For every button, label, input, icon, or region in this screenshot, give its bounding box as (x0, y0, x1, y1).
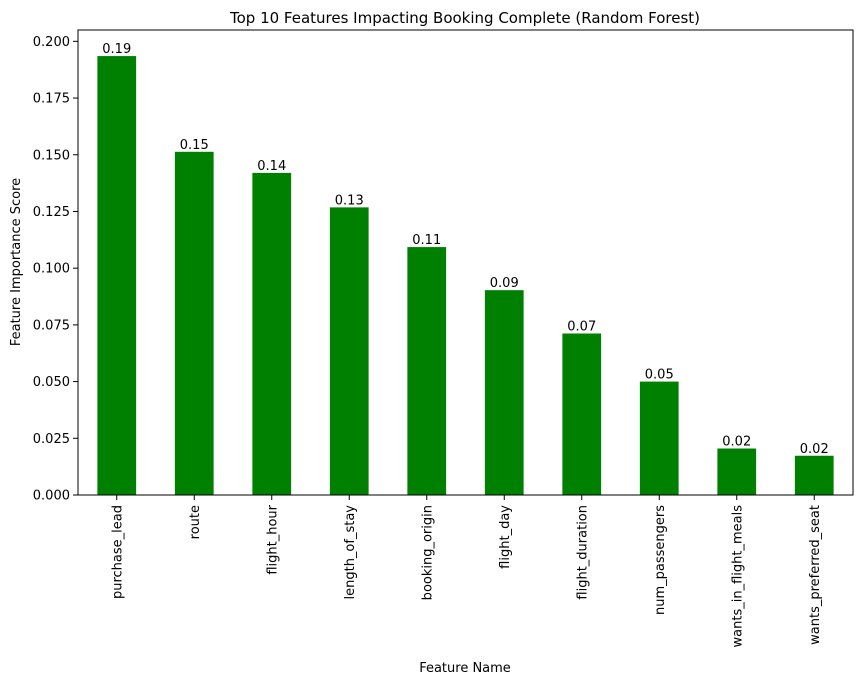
bar-data-label: 0.15 (180, 138, 209, 153)
x-tick-label: booking_origin (420, 505, 435, 600)
bar (484, 290, 524, 495)
x-tick-label: wants_preferred_seat (808, 505, 823, 645)
bar (562, 333, 602, 495)
bar-data-label: 0.02 (722, 435, 751, 450)
bar-data-label: 0.13 (335, 193, 364, 208)
x-tick-label: flight_day (498, 505, 513, 569)
x-tick-label: wants_in_flight_meals (730, 505, 745, 648)
bar-data-label: 0.02 (800, 442, 829, 457)
y-axis-label: Feature Importance Score (9, 178, 24, 346)
bar-data-label: 0.09 (490, 276, 519, 291)
bar (252, 172, 292, 495)
bar (329, 207, 369, 495)
x-tick-label: flight_hour (265, 504, 280, 574)
x-tick-label: length_of_stay (343, 505, 358, 600)
x-axis-label: Feature Name (419, 661, 511, 676)
x-tick-label: purchase_lead (110, 505, 125, 599)
bar-data-label: 0.19 (102, 42, 131, 57)
bar (794, 455, 834, 495)
chart-title: Top 10 Features Impacting Booking Comple… (229, 9, 700, 27)
y-tick-label: 0.025 (33, 432, 70, 447)
plot-area: 0.000 0.025 0.050 0.075 0.100 0.125 0.150 0.175… (33, 35, 834, 648)
y-tick-label: 0.100 (33, 262, 70, 277)
bar-data-label: 0.14 (257, 159, 286, 174)
y-tick-label: 0.050 (33, 375, 70, 390)
y-tick-label: 0.200 (33, 35, 70, 50)
axes-frame (77, 29, 854, 496)
bar (639, 381, 679, 495)
y-tick-label: 0.075 (33, 318, 70, 333)
y-tick-label: 0.000 (33, 489, 70, 504)
bar-data-label: 0.05 (645, 368, 674, 383)
x-tick-label: num_passengers (653, 505, 668, 615)
x-tick-label: flight_duration (575, 505, 590, 600)
bar (174, 151, 214, 495)
bar (97, 56, 137, 496)
y-tick-label: 0.175 (33, 92, 70, 107)
y-tick-label: 0.150 (33, 148, 70, 163)
y-tick-label: 0.125 (33, 205, 70, 220)
bar (407, 247, 447, 495)
bar-data-label: 0.07 (567, 319, 596, 334)
bar-data-label: 0.11 (412, 233, 441, 248)
x-tick-label: route (188, 505, 203, 539)
bar (717, 448, 757, 495)
